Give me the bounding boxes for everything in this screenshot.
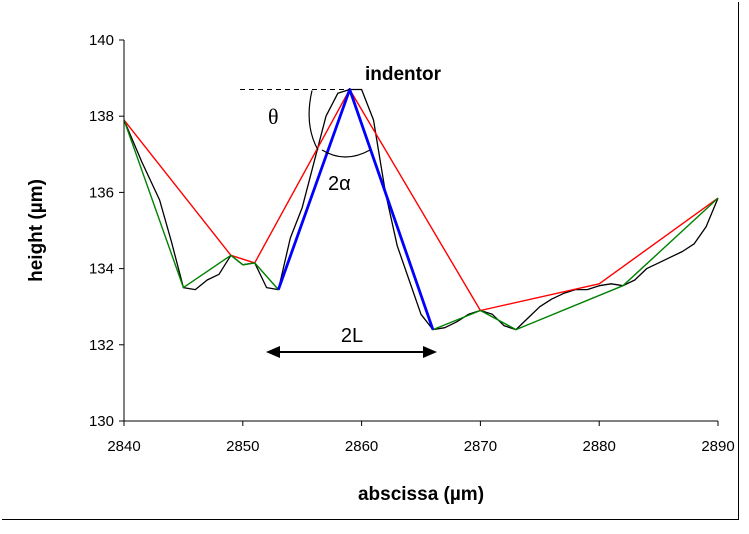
y-tick-label: 132 xyxy=(89,337,114,354)
x-tick-label: 2880 xyxy=(583,438,616,455)
two-l-arrow-right-head xyxy=(423,346,437,358)
axes: 130 132 134 136 138 140 2840 2850 2860 2870 2880 28… xyxy=(26,32,735,505)
chart-frame xyxy=(2,2,739,520)
plot-lines xyxy=(123,88,719,331)
y-tick-label: 130 xyxy=(89,413,114,430)
x-tick-label: 2860 xyxy=(345,438,378,455)
x-tick-label: 2890 xyxy=(701,438,734,455)
two-l-label: 2L xyxy=(341,325,363,347)
y-tick-label: 140 xyxy=(89,32,114,49)
x-tick-label: 2850 xyxy=(226,438,259,455)
y-tick-label: 136 xyxy=(89,184,114,201)
alpha-arc xyxy=(321,149,371,158)
y-tick-label: 138 xyxy=(89,108,114,125)
y-axis-title: height (µm) xyxy=(26,179,47,282)
x-tick-label: 2840 xyxy=(107,438,140,455)
theta-arc xyxy=(308,90,319,151)
indentor-label: indentor xyxy=(365,64,442,85)
annotations: indentor θ 2α 2L xyxy=(240,64,442,358)
theta-label: θ xyxy=(268,104,279,129)
two-l-arrow-left-head xyxy=(266,346,280,358)
two-alpha-label: 2α xyxy=(328,173,351,195)
y-tick-label: 134 xyxy=(89,261,114,278)
x-tick-label: 2870 xyxy=(464,438,497,455)
x-axis-title: abscissa (µm) xyxy=(358,484,484,505)
